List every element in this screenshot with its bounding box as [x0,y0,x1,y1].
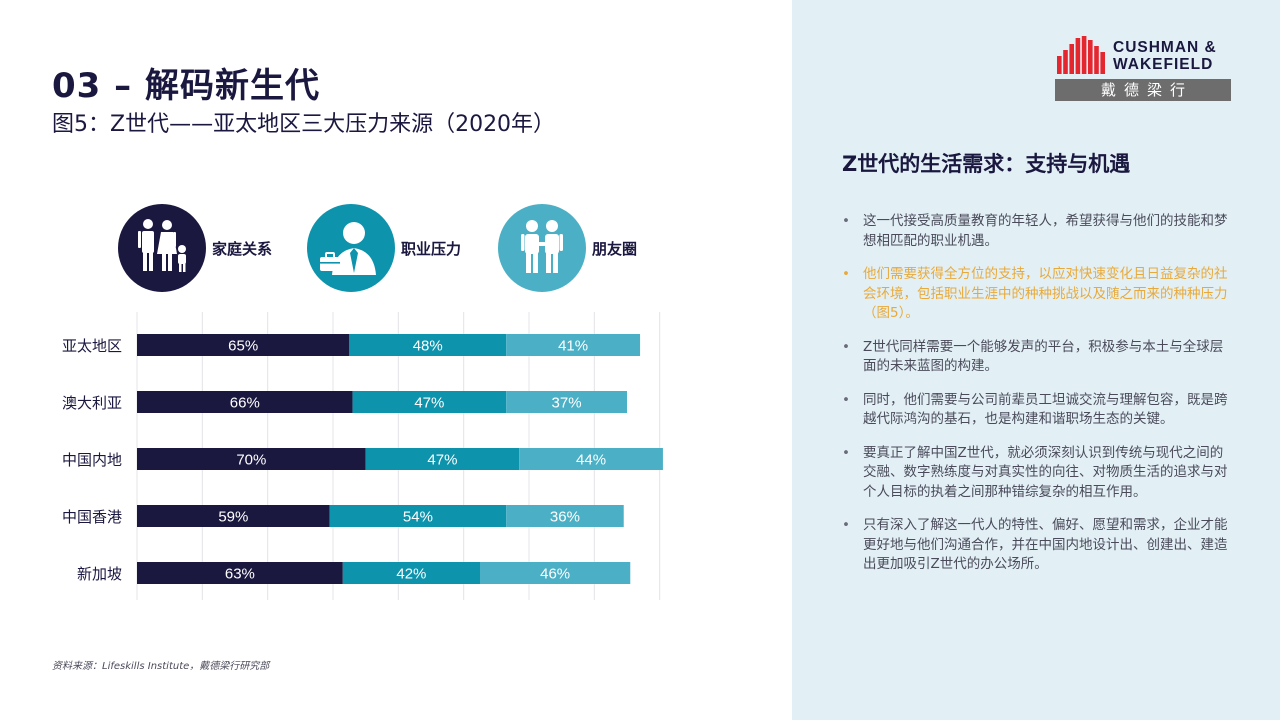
legend-label-friends: 朋友圈 [592,239,638,258]
data-label: 70% [236,452,266,469]
cushman-wakefield-logo: CUSHMAN & WAKEFIELD 戴德梁行 [1055,36,1231,102]
bar-segment [137,334,350,356]
panel-title: Z世代的生活需求：支持与机遇 [842,152,1131,176]
category-label: 新加坡 [77,565,122,583]
bar-segment [349,334,507,356]
data-label: 47% [427,452,457,469]
bullet-item: 只有深入了解这一代人的特性、偏好、愿望和需求，企业才能更好地与他们沟通合作，并在… [842,516,1232,575]
figure-title: 图5：Z世代——亚太地区三大压力来源（2020年） [52,112,556,137]
family-icon [118,204,206,292]
bullet-item: 这一代接受高质量教育的年轻人，希望获得与他们的技能和梦想相匹配的职业机遇。 [842,212,1232,251]
bar-segment [506,505,624,527]
stacked-bar-chart: 亚太地区 65% 48% 41% 澳大利亚 66% 47% 37% 中国内地 70% 47% 44% 中… [62,312,663,600]
bullet-list: 这一代接受高质量教育的年轻人，希望获得与他们的技能和梦想相匹配的职业机遇。他们需… [842,212,1232,589]
data-label: 54% [403,509,433,526]
legend-label-career: 职业压力 [401,239,462,258]
logo-bars-icon [1057,36,1105,74]
bar-segment [365,448,520,470]
bullet-item: 同时，他们需要与公司前辈员工坦诚交流与理解包容，既是跨越代际鸿沟的基石，也是构建… [842,391,1232,430]
bullet-item: 要真正了解中国Z世代，就必须深刻认识到传统与现代之间的交融、数字熟练度与对真实性… [842,444,1232,503]
category-label: 中国内地 [62,451,122,469]
legend-item-family: 家庭关系 [118,203,272,293]
data-label: 59% [218,509,248,526]
friends-icon [498,204,586,292]
logo-line1: CUSHMAN & [1113,39,1217,56]
bar-segment [506,334,641,356]
data-label: 65% [228,338,258,355]
data-label: 42% [396,566,426,583]
bar-segment [480,562,631,584]
bar-segment [506,391,627,413]
bullet-item: Z世代同样需要一个能够发声的平台，积极参与本土与全球层面的未来蓝图的构建。 [842,338,1232,377]
bar-segment [352,391,507,413]
logo-wordmark: CUSHMAN & WAKEFIELD [1113,39,1217,73]
logo-chinese-name: 戴德梁行 [1055,79,1231,101]
data-label: 46% [540,566,570,583]
category-label: 亚太地区 [62,337,122,355]
businessman-icon [307,204,395,292]
bar-segment [342,562,480,584]
data-label: 36% [550,509,580,526]
source-note: 资料来源：Lifeskills Institute，戴德梁行研究部 [52,661,270,672]
data-label: 47% [414,395,444,412]
legend-label-family: 家庭关系 [212,239,273,258]
logo-line2: WAKEFIELD [1113,56,1214,73]
bar-segment [137,562,343,584]
data-label: 44% [576,452,606,469]
bar-segment [329,505,507,527]
bar-segment [137,448,366,470]
bullet-item: 他们需要获得全方位的支持，以应对快速变化且日益复杂的社会环境，包括职业生涯中的种… [842,265,1232,324]
data-label: 63% [225,566,255,583]
section-title: 03 – 解码新生代 [52,66,320,106]
category-label: 中国香港 [62,508,122,526]
bar-segment [519,448,663,470]
bar-segment [137,505,330,527]
category-label: 澳大利亚 [62,394,122,412]
left-content: 03 – 解码新生代 图5：Z世代——亚太地区三大压力来源（2020年） [52,66,663,672]
data-label: 41% [558,338,588,355]
data-label: 66% [230,395,260,412]
legend-item-career: 职业压力 [307,203,461,293]
data-label: 48% [413,338,443,355]
data-label: 37% [552,395,582,412]
bar-segment [137,391,353,413]
legend-item-friends: 朋友圈 [498,203,637,293]
